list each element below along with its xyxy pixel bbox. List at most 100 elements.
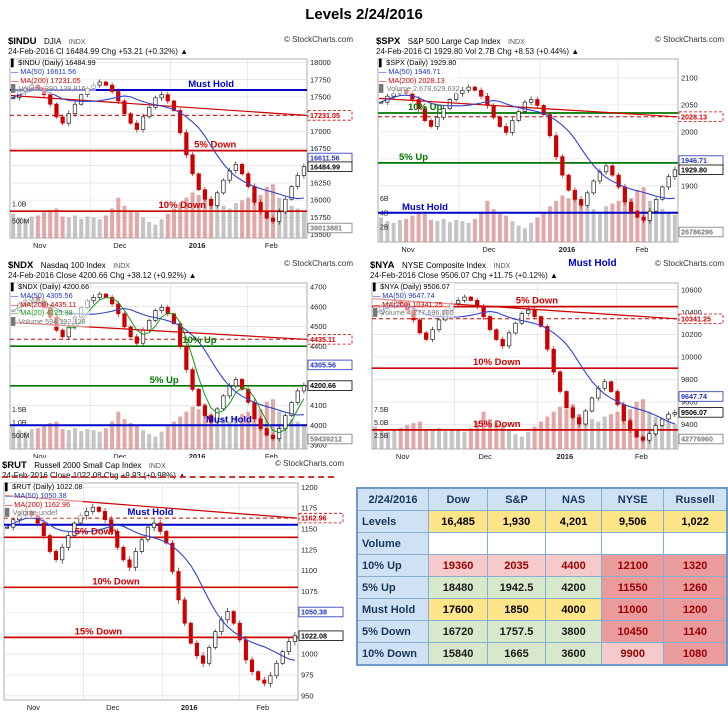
chart-ndx[interactable]: © StockCharts.com $NDX Nasdaq 100 Index … [8,258,353,463]
candle-body [262,679,267,684]
price-label: 9506.07 [681,408,707,417]
x-tick-label: Dec [479,452,493,461]
volume-bar [221,205,226,238]
legend-label: MA(50) 9647.74 [382,290,435,300]
y-tick-label: 4000 [310,421,327,430]
candle-body [591,180,596,194]
volume-bar [85,429,90,449]
level-value-cell: 4400 [544,554,603,577]
volume-bar [209,200,214,238]
candle-body [455,300,461,305]
y-tick-label: 4600 [310,302,327,311]
stockcharts-credit[interactable]: © StockCharts.com [283,35,353,44]
price-label: 4435.11 [310,335,336,344]
candle-body [532,309,537,317]
volume-bar [526,431,531,449]
x-tick-label: Nov [33,241,47,250]
x-tick-label: Nov [27,703,41,712]
candle-body [121,546,126,561]
candle-body [252,402,257,420]
volume-bar [97,219,102,238]
column-header: NYSE [601,487,665,511]
chart-rut[interactable]: © StockCharts.com $RUT Russell 2000 Smal… [2,458,344,714]
levels-table: 2/24/2016 Dow S&P NAS NYSE Russell Levels 16,48… [356,487,728,666]
volume-bar [507,430,512,449]
y-tick-label: 10600 [681,285,702,294]
price-label: 1946.71 [681,156,707,165]
volume-bar [566,198,571,242]
volume-bar [23,431,28,449]
level-value-cell: 12100 [601,554,665,577]
legend-label: MA(200) 2028.13 [388,75,445,85]
candle-body [529,99,534,103]
chart-spx[interactable]: © StockCharts.com $SPX S&P 500 Large Cap… [376,34,724,256]
volume-tick-label: 4B [380,211,389,218]
candle-body [589,397,595,412]
candle-body [270,434,276,439]
stockcharts-credit[interactable]: © StockCharts.com [274,459,344,468]
volume-bar [417,421,422,449]
chart-legend: ▌ $SPX (Daily) 1929.80 ― MA(50) 1946.71 ― MA(… [379,58,460,95]
candle-body [654,199,659,212]
candle-body [538,316,544,327]
legend-swatch-icon: ▊ [11,317,17,327]
candle-body [54,103,59,118]
volume-bar [233,416,238,449]
volume-bar [385,431,390,449]
legend-item: ― MA(200) 1162.96 [5,500,83,510]
x-tick-label: 2016 [181,703,198,712]
price-label-box [307,334,353,345]
column-header: NAS [544,487,603,511]
chart-indu[interactable]: © StockCharts.com $INDU DJIA INDX 24-Feb… [8,34,353,252]
candle-body [249,659,255,672]
candle-body [153,97,158,108]
volume-bar [435,221,440,242]
candle-body [258,201,263,213]
legend-item: ▌ $SPX (Daily) 1929.80 [379,58,460,68]
stockcharts-credit[interactable]: © StockCharts.com [654,259,724,268]
level-annotation: 5% Up [150,375,179,386]
candle-body [629,201,634,212]
candle-body [270,217,276,222]
legend-label: $SPX (Daily) 1929.80 [386,58,457,67]
level-value-cell: 1260 [663,576,728,599]
candle-body [602,381,607,389]
price-label-box [678,313,724,325]
legend-item: ― MA(50) 16611.56 [11,67,96,77]
volume-bar [379,430,384,449]
volume-bar [535,217,540,242]
y-tick-label: 1200 [301,483,318,492]
legend-label: MA(20) 4125.38 [20,308,73,318]
level-value-cell: 9900 [601,642,665,666]
candle-body [196,388,201,407]
candle-body [379,101,384,104]
candle-body [122,100,127,115]
volume-bar [516,225,521,242]
level-value-cell: 2035 [487,554,546,577]
volume-bar [295,208,300,238]
volume-bar [110,208,115,238]
volume-bar [271,399,275,449]
level-value-cell [663,532,728,555]
chart-nya[interactable]: © StockCharts.com $NYA NYSE Composite In… [370,258,724,463]
volume-bar [491,209,496,242]
candle-body [170,542,175,572]
volume-tick-label: 2B [380,225,389,232]
price-label-box [298,512,344,524]
x-tick-label: Dec [482,245,496,254]
x-tick-label: Nov [396,452,410,461]
candle-body [41,522,46,536]
stockcharts-credit[interactable]: © StockCharts.com [283,259,353,268]
candle-body [506,332,512,347]
candle-body [256,671,261,681]
stockcharts-credit[interactable]: © StockCharts.com [654,35,724,44]
x-tick-label: Nov [401,245,415,254]
ma50-line [12,89,304,200]
volume-bar [513,434,518,449]
volume-bar [472,218,477,242]
volume-bar [494,423,499,449]
volume-bar [532,426,537,449]
volume-bar [134,212,139,238]
candle-body [140,116,146,130]
candle-body [570,407,575,418]
